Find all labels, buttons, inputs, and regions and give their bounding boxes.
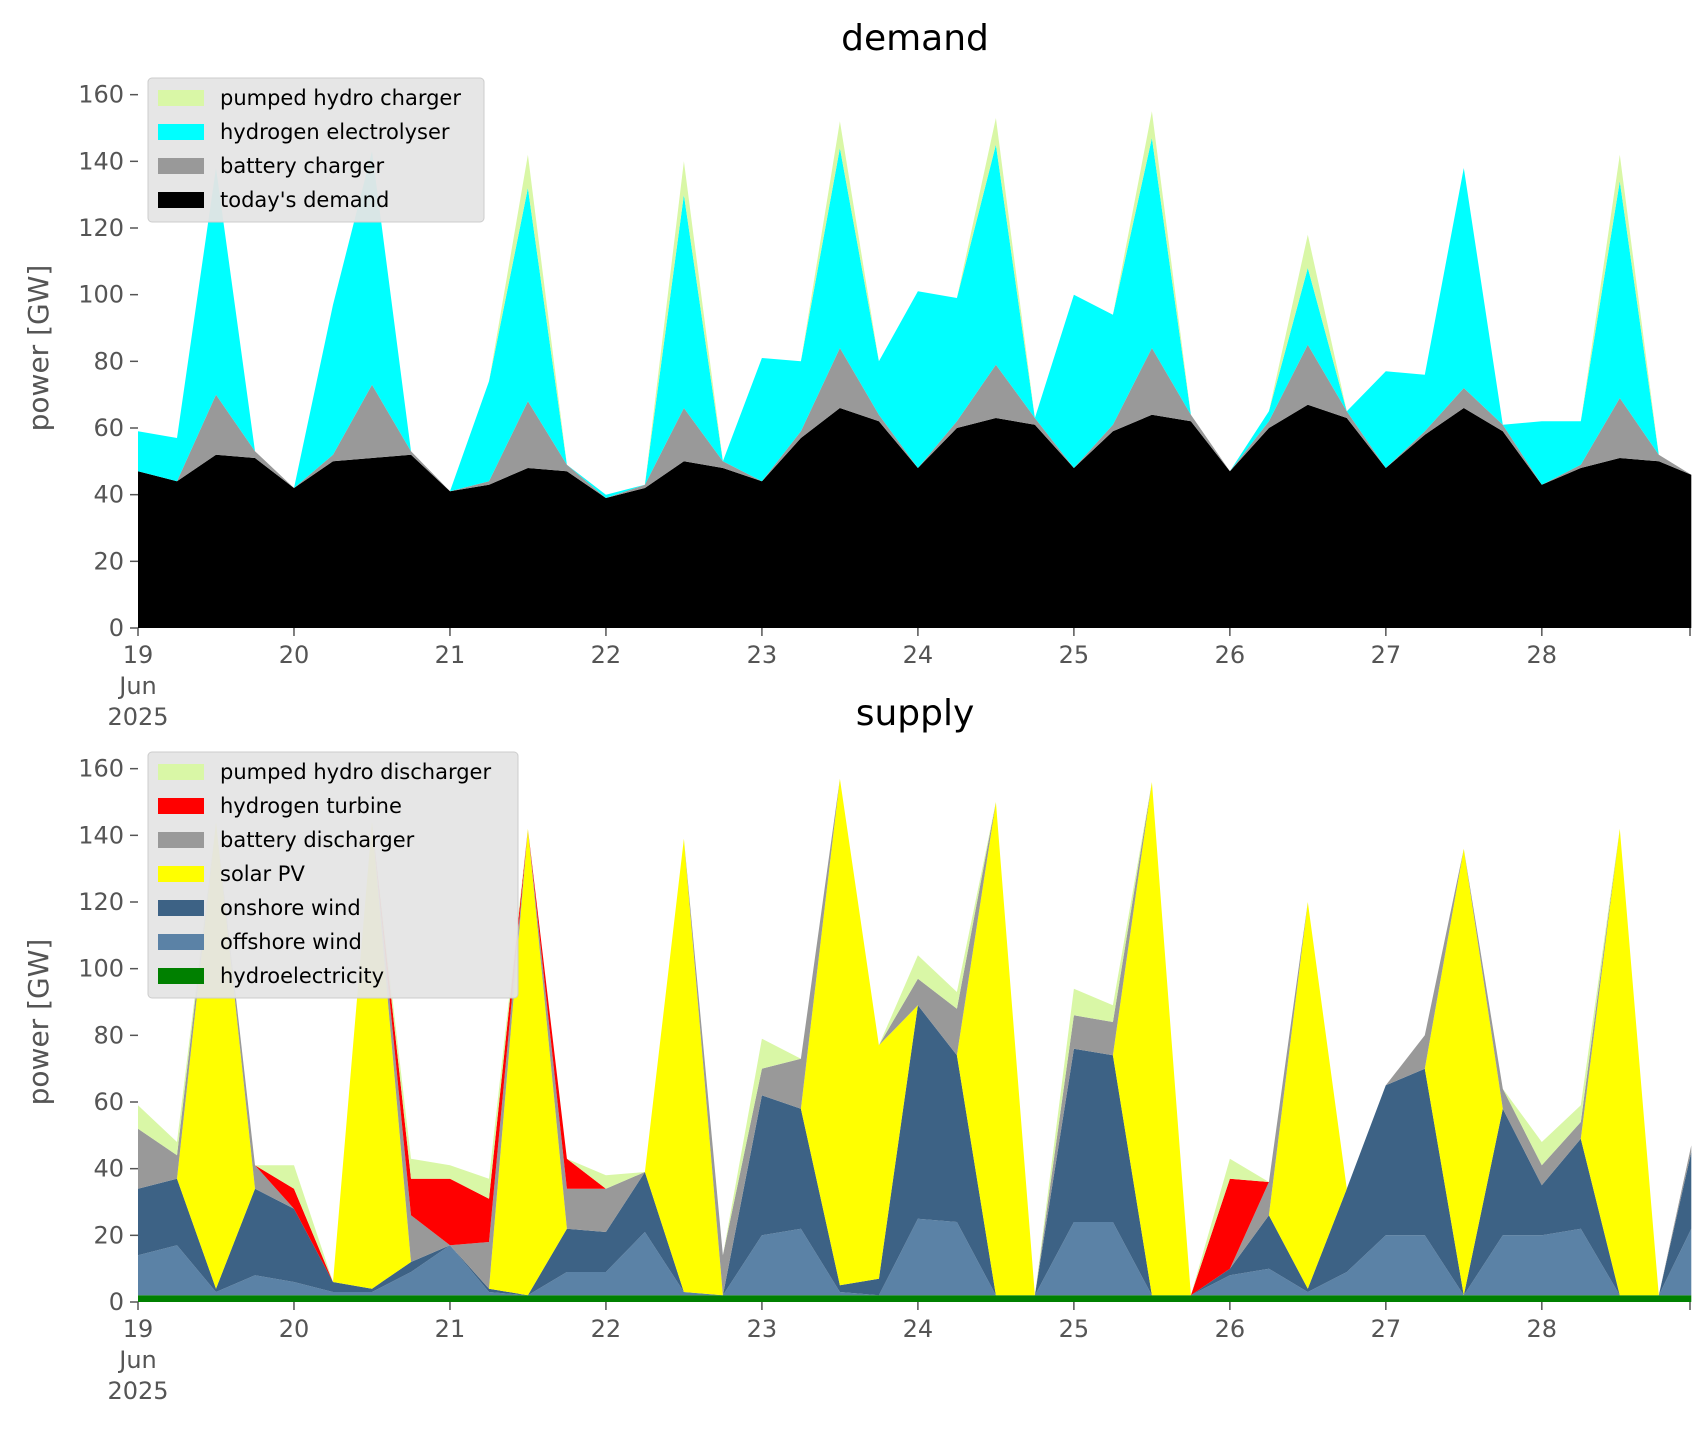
demand-area-hydrogen-electrolyser xyxy=(138,138,1692,498)
supply-legend-swatch-pumped-hydro-discharger xyxy=(158,764,204,780)
demand-area-today-s-demand xyxy=(138,404,1692,628)
demand-axes: 0 20 40 60 80 100 120 140 160 19 Jun 2025 20 21 22 23 24… xyxy=(78,81,1691,731)
supply-x-tick-label: 26 xyxy=(1215,1315,1246,1343)
supply-x-tick-label: 19 xyxy=(123,1315,154,1343)
supply-x-tick-label: 22 xyxy=(591,1315,622,1343)
demand-x-tick-label: 26 xyxy=(1215,641,1246,669)
supply-legend-box xyxy=(147,751,519,999)
demand-legend-label-battery-charger: battery charger xyxy=(220,154,385,178)
supply-y-tick-label: 120 xyxy=(78,888,124,916)
supply-x-tick-label: 27 xyxy=(1371,1315,1402,1343)
supply-x-tick-label: 21 xyxy=(435,1315,466,1343)
demand-y-tick-label: 140 xyxy=(78,147,124,175)
demand-legend-label-today-s-demand: today's demand xyxy=(220,188,389,212)
supply-x-tick-label: 25 xyxy=(1059,1315,1090,1343)
supply-x-tick-label: 24 xyxy=(903,1315,934,1343)
demand-legend-box xyxy=(147,77,485,223)
supply-area-onshore-wind xyxy=(138,1005,1692,1296)
supply-legend: pumped hydro discharger hydrogen turbine b… xyxy=(147,751,519,999)
demand-legend-swatch-battery-charger xyxy=(158,158,204,174)
supply-title: supply xyxy=(856,693,975,734)
demand-x-tick-label: 2025 xyxy=(107,703,168,731)
supply-x-tick-label: 2025 xyxy=(107,1377,168,1405)
supply-legend-swatch-offshore-wind xyxy=(158,934,204,950)
supply-legend-label-onshore-wind: onshore wind xyxy=(220,896,361,920)
demand-panel: 0 20 40 60 80 100 120 140 160 19 Jun 2025 20 21 22 23 24… xyxy=(22,18,1692,731)
supply-y-tick-label: 80 xyxy=(93,1021,124,1049)
supply-y-axis-label: power [GW] xyxy=(22,939,55,1106)
demand-x-tick-label: 22 xyxy=(591,641,622,669)
demand-x-tick-label: 23 xyxy=(747,641,778,669)
demand-legend-label-hydrogen-electrolyser: hydrogen electrolyser xyxy=(220,120,450,144)
supply-legend-swatch-hydroelectricity xyxy=(158,968,204,984)
supply-legend-label-pumped-hydro-discharger: pumped hydro discharger xyxy=(220,760,491,784)
supply-x-tick-label: 20 xyxy=(279,1315,310,1343)
demand-y-tick-label: 40 xyxy=(93,481,124,509)
supply-x-tick-label: Jun xyxy=(117,1346,157,1374)
supply-legend-label-hydrogen-turbine: hydrogen turbine xyxy=(220,794,402,818)
demand-y-tick-label: 100 xyxy=(78,281,124,309)
supply-y-tick-label: 100 xyxy=(78,955,124,983)
supply-x-tick-label: 23 xyxy=(747,1315,778,1343)
demand-legend-label-pumped-hydro-charger: pumped hydro charger xyxy=(220,86,461,110)
demand-y-tick-label: 0 xyxy=(109,614,124,642)
demand-title: demand xyxy=(841,18,989,59)
demand-legend-swatch-pumped-hydro-charger xyxy=(158,90,204,106)
supply-axes: 0 20 40 60 80 100 120 140 160 19 Jun 2025 20 21 22 23 24… xyxy=(78,755,1691,1405)
supply-areas xyxy=(138,778,1692,1302)
demand-x-tick-label: 19 xyxy=(123,641,154,669)
demand-y-tick-label: 20 xyxy=(93,547,124,575)
supply-area-solar-pv xyxy=(138,778,1692,1296)
demand-y-axis-label: power [GW] xyxy=(22,265,55,432)
demand-x-tick-label: 27 xyxy=(1371,641,1402,669)
supply-y-tick-label: 40 xyxy=(93,1155,124,1183)
supply-legend-label-solar-pv: solar PV xyxy=(220,862,305,886)
demand-legend-swatch-hydrogen-electrolyser xyxy=(158,124,204,140)
demand-legend-swatch-today-s-demand xyxy=(158,192,204,208)
supply-legend-label-hydroelectricity: hydroelectricity xyxy=(220,964,384,988)
demand-x-tick-label: 25 xyxy=(1059,641,1090,669)
supply-y-tick-label: 140 xyxy=(78,821,124,849)
supply-legend-swatch-solar-pv xyxy=(158,866,204,882)
supply-x-tick-label: 28 xyxy=(1527,1315,1558,1343)
demand-x-tick-label: 28 xyxy=(1527,641,1558,669)
supply-y-tick-label: 160 xyxy=(78,755,124,783)
demand-legend: pumped hydro charger hydrogen electrolyse… xyxy=(147,77,485,223)
supply-y-tick-label: 60 xyxy=(93,1088,124,1116)
demand-y-tick-label: 60 xyxy=(93,414,124,442)
demand-y-tick-label: 160 xyxy=(78,81,124,109)
demand-x-tick-label: 21 xyxy=(435,641,466,669)
supply-legend-swatch-onshore-wind xyxy=(158,900,204,916)
demand-x-tick-label: 20 xyxy=(279,641,310,669)
supply-area-offshore-wind xyxy=(138,1218,1692,1296)
demand-x-tick-label: Jun xyxy=(117,672,157,700)
demand-areas xyxy=(138,111,1692,628)
supply-area-hydroelectricity xyxy=(138,1295,1692,1302)
demand-x-tick-label: 24 xyxy=(903,641,934,669)
demand-y-tick-label: 80 xyxy=(93,347,124,375)
supply-y-tick-label: 20 xyxy=(93,1221,124,1249)
supply-legend-swatch-battery-discharger xyxy=(158,832,204,848)
demand-y-tick-label: 120 xyxy=(78,214,124,242)
supply-legend-swatch-hydrogen-turbine xyxy=(158,798,204,814)
supply-legend-label-offshore-wind: offshore wind xyxy=(220,930,362,954)
supply-panel: 0 20 40 60 80 100 120 140 160 19 Jun 2025 20 21 22 23 24… xyxy=(22,693,1692,1405)
supply-legend-label-battery-discharger: battery discharger xyxy=(220,828,415,852)
demand-area-battery-charger xyxy=(138,344,1692,498)
supply-y-tick-label: 0 xyxy=(109,1288,124,1316)
